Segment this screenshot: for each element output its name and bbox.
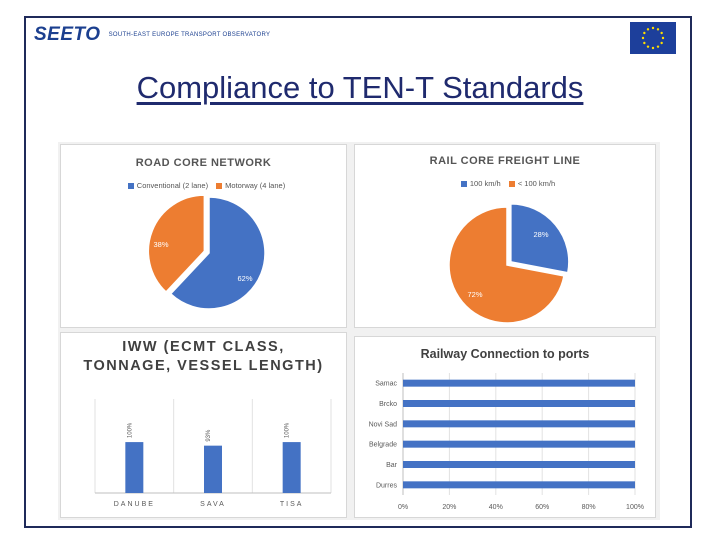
legend-swatch xyxy=(460,181,467,188)
bar xyxy=(204,445,222,493)
y-tick-label: Belgrade xyxy=(369,442,397,449)
pie-slice xyxy=(147,194,206,294)
x-tick-label: 100% xyxy=(626,504,644,511)
road-pie-chart: 62% 38% xyxy=(147,194,266,310)
x-tick-label: 80% xyxy=(582,504,596,511)
flag-star xyxy=(643,31,646,35)
legend-label: Conventional (2 lane) xyxy=(136,181,209,190)
rail-chart-legend: 100 km/h < 100 km/h xyxy=(355,179,655,188)
iww-panel: IWW (ECMT CLASS, TONNAGE, VESSEL LENGTH)… xyxy=(60,332,347,518)
rail-chart-title: RAIL CORE FREIGHT LINE xyxy=(429,155,581,167)
x-tick-label: TISA xyxy=(280,501,304,508)
flag-star xyxy=(641,36,645,40)
road-chart-title: ROAD CORE NETWORK xyxy=(135,157,272,169)
x-tick-label: DANUBE xyxy=(114,501,155,508)
y-tick-label: Bar xyxy=(386,462,398,469)
railway-ports-panel: Railway Connection to ports 0% 20% 40% 60% 8… xyxy=(354,336,656,518)
bar xyxy=(403,400,635,407)
bar-data-label: 100% xyxy=(285,422,291,438)
road-chart-legend: Conventional (2 lane) Motorway (4 lane) xyxy=(61,181,346,190)
bar-data-label: 93% xyxy=(206,429,212,442)
pie-data-label: 28% xyxy=(533,230,548,239)
legend-swatch xyxy=(127,183,134,190)
seeto-logo: SEETO SOUTH-EAST EUROPE TRANSPORT OBSERV… xyxy=(34,22,270,48)
legend-label: 100 km/h xyxy=(469,179,501,188)
pie-data-label: 62% xyxy=(237,274,252,283)
x-tick-label: 40% xyxy=(489,504,503,511)
rail-core-freight-panel: RAIL CORE FREIGHT LINE 100 km/h < 100 km… xyxy=(354,144,656,328)
legend-swatch xyxy=(216,183,223,190)
x-tick-label: 20% xyxy=(442,504,456,511)
bar xyxy=(403,461,635,468)
bar xyxy=(403,420,635,428)
flag-star xyxy=(661,36,665,40)
flag-star xyxy=(643,41,646,45)
ports-chart-title: Railway Connection to ports xyxy=(420,347,590,361)
iww-chart-title-line-2: TONNAGE, VESSEL LENGTH) xyxy=(83,358,324,374)
ports-bar-chart: 0% 20% 40% 60% 80% 100% Samac Brcko Novi Sad Belg… xyxy=(369,373,644,511)
y-tick-label: Samac xyxy=(375,381,397,388)
bar xyxy=(403,379,635,387)
flag-star xyxy=(646,28,650,31)
flag-star xyxy=(656,28,660,31)
road-core-network-panel: ROAD CORE NETWORK Conventional (2 lane) … xyxy=(60,144,347,328)
flag-star xyxy=(660,31,663,35)
rail-pie-chart: 28% 72% xyxy=(448,203,570,324)
iww-bar-chart: 100% DANUBE 93% SAVA 100% TISA xyxy=(94,399,332,508)
bar xyxy=(125,442,144,493)
y-tick-label: Novi Sad xyxy=(369,421,398,428)
flag-star xyxy=(656,45,660,48)
flag-star xyxy=(660,41,663,45)
legend-swatch xyxy=(508,181,515,188)
pie-data-label: 38% xyxy=(153,240,168,249)
x-tick-label: SAVA xyxy=(200,501,226,508)
iww-chart-title-line-1: IWW (ECMT CLASS, xyxy=(122,339,285,355)
bar xyxy=(403,440,635,448)
eu-flag-icon xyxy=(630,22,676,54)
x-tick-label: 0% xyxy=(398,504,408,511)
x-tick-label: 60% xyxy=(535,504,549,511)
pie-slice xyxy=(448,206,565,324)
pie-slice xyxy=(169,196,266,310)
bar xyxy=(403,481,635,489)
slide-frame xyxy=(24,16,692,528)
y-tick-label: Brcko xyxy=(379,401,397,408)
page-title: Compliance to TEN-T Standards xyxy=(136,70,584,105)
legend-label: < 100 km/h xyxy=(517,179,556,188)
flag-star xyxy=(646,45,650,48)
bar xyxy=(282,442,301,493)
bar-data-label: 100% xyxy=(127,422,133,438)
y-tick-label: Durres xyxy=(376,482,398,489)
legend-label: Motorway (4 lane) xyxy=(225,181,286,190)
flag-star xyxy=(651,46,655,50)
logo-mark: SEETO xyxy=(34,24,101,45)
pie-data-label: 72% xyxy=(467,290,482,299)
flag-star xyxy=(651,26,655,30)
pie-slice xyxy=(510,203,570,274)
logo-subtitle: SOUTH-EAST EUROPE TRANSPORT OBSERVATORY xyxy=(108,32,271,38)
